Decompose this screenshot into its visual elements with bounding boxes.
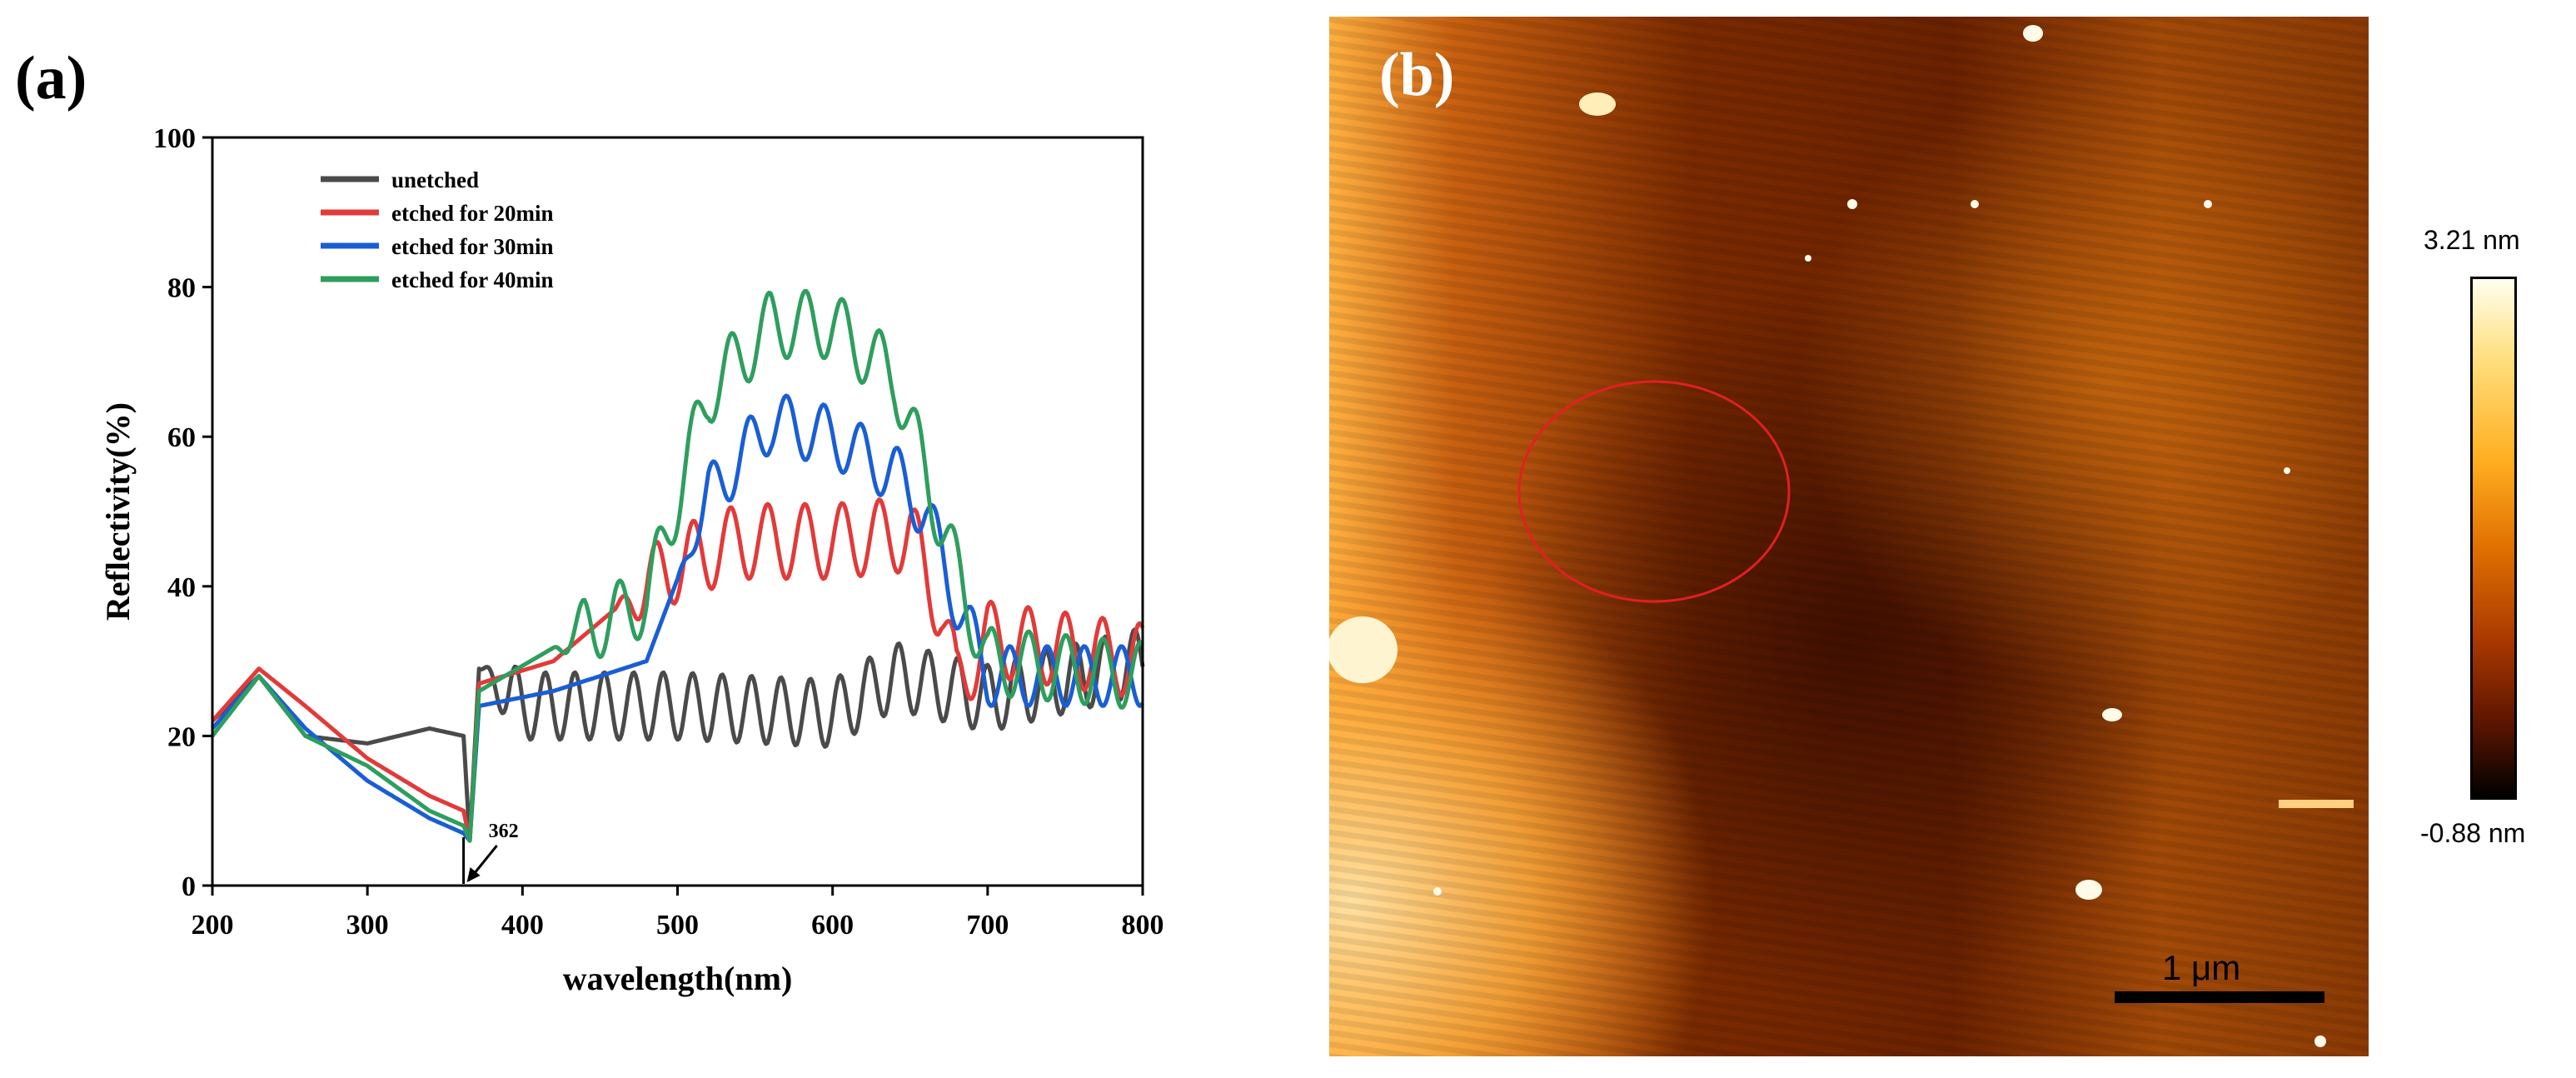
annotation-arrowhead xyxy=(466,867,481,882)
particle xyxy=(2284,467,2290,474)
y-tick-label: 40 xyxy=(167,572,196,603)
x-tick-label: 800 xyxy=(1122,910,1164,941)
x-tick-label: 600 xyxy=(811,910,854,941)
highlight-circle xyxy=(1517,380,1791,603)
x-tick-label: 700 xyxy=(966,910,1009,941)
y-tick-label: 80 xyxy=(167,273,196,304)
particle xyxy=(1847,199,1857,209)
series-line-2 xyxy=(211,393,1145,843)
height-colorbar xyxy=(2470,277,2517,800)
scale-bar xyxy=(2115,991,2324,1003)
particle xyxy=(2023,25,2043,42)
afm-height-map xyxy=(1329,17,2369,1056)
particle xyxy=(2075,880,2102,900)
legend-label-1: etched for 20min xyxy=(391,201,553,226)
colorbar-max-label: 3.21 nm xyxy=(2424,225,2520,255)
afm-image-panel: (b) 1 μm xyxy=(1329,17,2369,1056)
y-tick-label: 0 xyxy=(182,871,196,902)
x-tick-label: 300 xyxy=(346,910,389,941)
x-tick-label: 400 xyxy=(501,910,544,941)
x-tick-label: 500 xyxy=(656,910,699,941)
particle xyxy=(1805,255,1811,262)
particle xyxy=(1971,200,1979,208)
scale-bar-label: 1 μm xyxy=(2162,948,2241,987)
y-tick-label: 20 xyxy=(167,721,196,752)
y-axis-label: Reflectivity(%) xyxy=(99,402,137,621)
panel-a-label: (a) xyxy=(15,44,87,112)
series-line-0 xyxy=(211,627,1145,843)
series-line-3 xyxy=(211,288,1145,843)
series-line-1 xyxy=(211,497,1145,843)
x-axis-label: wavelength(nm) xyxy=(563,960,793,997)
x-tick-label: 200 xyxy=(192,910,234,941)
legend-label-2: etched for 30min xyxy=(391,234,553,259)
legend-label-3: etched for 40min xyxy=(391,267,553,292)
particle xyxy=(2279,800,2354,808)
colorbar-min-label: -0.88 nm xyxy=(2420,818,2526,848)
reflectivity-chart: 200 300 400 500 600 700 800 0 20 40 60 80 100 wavelen… xyxy=(99,123,1164,997)
particle xyxy=(1329,616,1398,683)
particle xyxy=(2102,708,2122,721)
particle xyxy=(1433,887,1442,896)
panel-b-label: (b) xyxy=(1379,41,1455,109)
particle xyxy=(1579,92,1616,116)
particle xyxy=(2204,200,2212,208)
y-tick-label: 100 xyxy=(153,123,196,154)
plot-frame xyxy=(211,136,1144,887)
annotation-label: 362 xyxy=(489,821,519,842)
y-tick-label: 60 xyxy=(167,422,196,453)
particle xyxy=(2314,1036,2326,1047)
legend-label-0: unetched xyxy=(391,167,479,192)
